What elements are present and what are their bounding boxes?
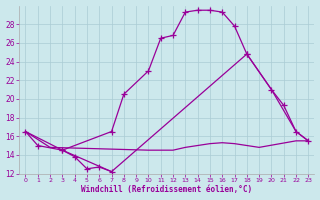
X-axis label: Windchill (Refroidissement éolien,°C): Windchill (Refroidissement éolien,°C) [81,185,252,194]
